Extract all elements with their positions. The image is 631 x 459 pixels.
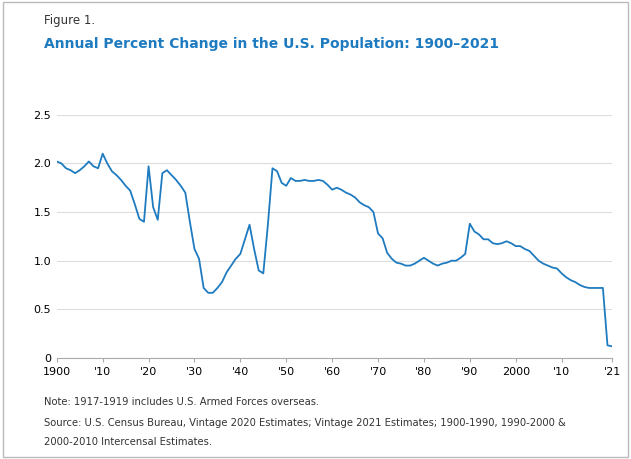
Text: 2000-2010 Intercensal Estimates.: 2000-2010 Intercensal Estimates. xyxy=(44,437,212,447)
Text: Source: U.S. Census Bureau, Vintage 2020 Estimates; Vintage 2021 Estimates; 1900: Source: U.S. Census Bureau, Vintage 2020… xyxy=(44,418,566,428)
Text: Annual Percent Change in the U.S. Population: 1900–2021: Annual Percent Change in the U.S. Popula… xyxy=(44,37,499,51)
Text: Figure 1.: Figure 1. xyxy=(44,14,95,27)
Text: Note: 1917-1919 includes U.S. Armed Forces overseas.: Note: 1917-1919 includes U.S. Armed Forc… xyxy=(44,397,319,407)
